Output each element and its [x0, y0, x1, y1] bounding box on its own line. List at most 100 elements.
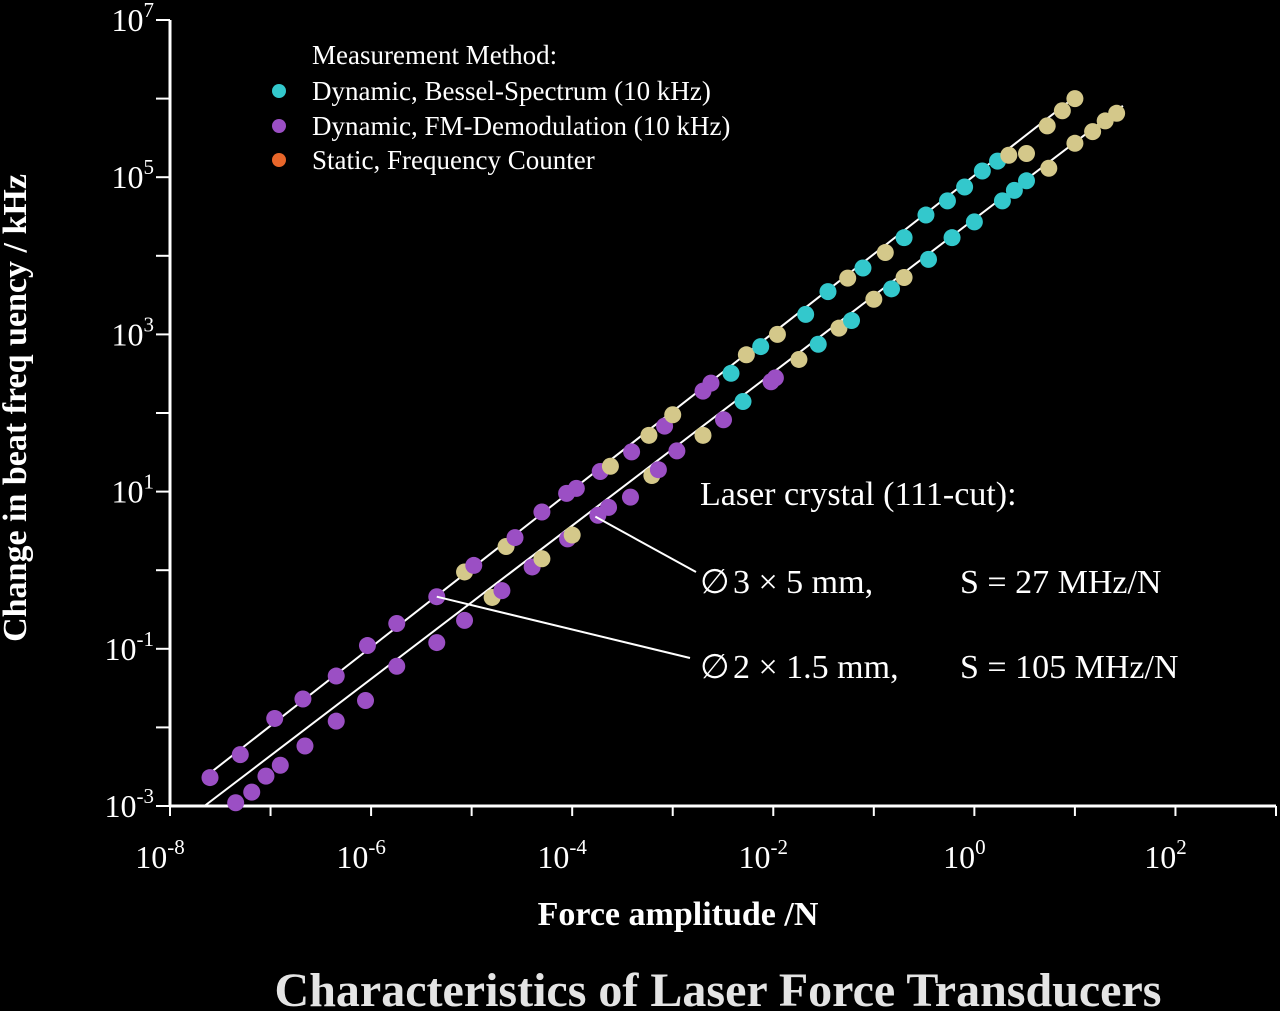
- data-point-series-1-fm: [766, 369, 784, 387]
- data-point-series-2-fm: [533, 503, 551, 521]
- data-point-series-1-static: [1040, 159, 1058, 177]
- data-point-series-2-fm: [266, 709, 284, 727]
- data-point-series-2-static: [664, 406, 682, 424]
- tick-labels: 10-8 10-6 10-4 10-2 100 102 10-3 10-1 101 103 105 1…: [105, 0, 1187, 875]
- data-point-series-1-static: [830, 319, 848, 337]
- data-point-series-2-bessel: [973, 162, 991, 180]
- y-axis-title: Change in beat freq uency / kHz: [0, 174, 34, 642]
- data-point-series-1-fm: [428, 634, 446, 652]
- data-point-series-2-fm: [465, 556, 483, 574]
- data-point-series-1-bessel: [965, 213, 983, 231]
- annotation-sensitivity-1: S = 27 MHz/N: [960, 564, 1161, 601]
- data-point-series-2-fm: [201, 769, 219, 787]
- data-point-series-2-bessel: [819, 283, 837, 301]
- data-point-series-1-static: [1108, 104, 1126, 122]
- data-point-series-1-static: [865, 290, 883, 308]
- data-point-series-1-bessel: [809, 335, 827, 353]
- data-point-series-1-bessel: [993, 192, 1011, 210]
- y-tick-label: 10-1: [105, 627, 155, 667]
- data-point-series-1-bessel: [883, 280, 901, 298]
- data-point-series-1-fm: [388, 657, 406, 675]
- data-point-series-1-fm: [621, 488, 639, 506]
- data-point-series-1-fm: [668, 442, 686, 460]
- data-point-series-2-bessel: [917, 206, 935, 224]
- data-point-series-2-bessel: [956, 178, 974, 196]
- data-point-series-2-static: [1066, 90, 1084, 108]
- y-tick-label: 107: [112, 0, 155, 38]
- data-point-series-2-fm: [294, 690, 312, 708]
- data-point-series-1-fm: [357, 691, 375, 709]
- annotation-size-1: 3 × 5 mm,: [733, 564, 873, 601]
- data-point-series-1-fm: [243, 783, 261, 801]
- data-point-series-1-static: [533, 550, 551, 568]
- data-point-series-2-static: [876, 244, 894, 262]
- x-tick-label: 10-8: [135, 835, 185, 875]
- data-point-series-2-fm: [358, 637, 376, 655]
- data-point-series-1-fm: [296, 737, 314, 755]
- legend-marker-fm: [272, 119, 286, 133]
- annotation-pointers: [436, 515, 697, 659]
- data-point-series-2-bessel: [797, 305, 815, 323]
- data-point-series-1-static: [1084, 123, 1102, 141]
- data-point-series-2-bessel: [938, 192, 956, 210]
- data-point-series-1-bessel: [1017, 172, 1035, 190]
- data-point-series-1-bessel: [843, 312, 861, 330]
- data-point-series-2-fm: [231, 746, 249, 764]
- data-point-series-1-fm: [456, 611, 474, 629]
- data-point-series-2-static: [601, 457, 619, 475]
- data-point-series-2-static: [737, 346, 755, 364]
- legend-title: Measurement Method:: [312, 40, 557, 70]
- y-tick-label: 105: [112, 155, 155, 195]
- x-tick-label: 10-6: [336, 835, 386, 875]
- legend-label-fm: Dynamic, FM-Demodulation (10 kHz): [312, 111, 730, 141]
- y-tick-label: 101: [112, 470, 155, 510]
- annotation-size-2: 2 × 1.5 mm,: [733, 649, 899, 686]
- data-point-series-1-bessel: [1005, 181, 1023, 199]
- x-tick-label: 10-2: [739, 835, 789, 875]
- data-point-series-2-static: [1017, 145, 1035, 163]
- data-point-series-2-bessel: [722, 364, 740, 382]
- data-point-series-2-fm: [388, 614, 406, 632]
- data-point-series-1-fm: [327, 712, 345, 730]
- data-point-series-2-fm: [506, 529, 524, 547]
- x-tick-label: 100: [943, 835, 986, 875]
- data-point-series-2-static: [1000, 146, 1018, 164]
- legend: Measurement Method: Dynamic, Bessel-Spec…: [272, 40, 730, 175]
- annotation-pointer-1: [594, 515, 697, 573]
- data-point-series-2-fm: [567, 479, 585, 497]
- legend-marker-static: [272, 153, 286, 167]
- data-point-series-1-bessel: [734, 393, 752, 411]
- data-point-series-2-bessel: [752, 338, 770, 356]
- x-tick-label: 102: [1144, 835, 1187, 875]
- chart-title: Characteristics of Laser Force Transduce…: [275, 964, 1162, 1011]
- data-point-series-1-static: [1066, 134, 1084, 152]
- legend-label-static: Static, Frequency Counter: [312, 145, 595, 175]
- annotation-diameter-symbol-2: ∅: [700, 649, 730, 686]
- ticks: [156, 19, 1277, 816]
- x-axis-title: Force amplitude /N: [538, 896, 819, 933]
- data-point-series-2-bessel: [895, 229, 913, 247]
- data-point-series-1-bessel: [920, 250, 938, 268]
- data-point-series-1-bessel: [943, 229, 961, 247]
- data-point-series-1-static: [694, 426, 712, 444]
- data-point-series-2-static: [1038, 117, 1056, 135]
- y-tick-label: 10-3: [105, 784, 155, 824]
- data-point-series-2-static: [839, 269, 857, 287]
- data-point-series-2-static: [768, 325, 786, 343]
- data-point-series-2-bessel: [854, 259, 872, 277]
- data-point-series-1-fm: [271, 756, 289, 774]
- legend-label-bessel: Dynamic, Bessel-Spectrum (10 kHz): [312, 76, 711, 106]
- y-tick-label: 103: [112, 312, 155, 352]
- data-point-series-2-fm: [702, 374, 720, 392]
- data-point-series-1-static: [895, 268, 913, 286]
- data-point-series-2-static: [1053, 102, 1071, 120]
- data-points: [201, 90, 1126, 812]
- data-point-series-1-fm: [257, 767, 275, 785]
- data-point-series-2-fm: [327, 667, 345, 685]
- annotations: Laser crystal (111-cut): ∅ 3 × 5 mm, S =…: [700, 476, 1178, 686]
- data-point-series-1-fm: [600, 498, 618, 516]
- annotation-heading: Laser crystal (111-cut):: [700, 476, 1017, 513]
- data-point-series-1-fm: [493, 582, 511, 600]
